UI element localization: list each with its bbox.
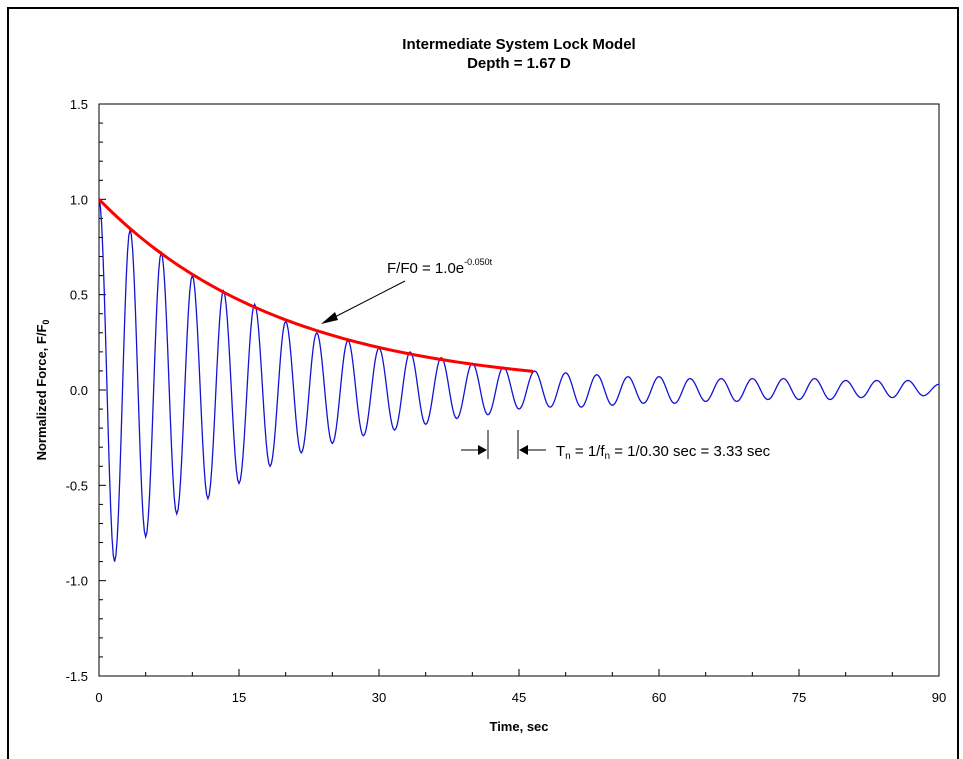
y-tick-label: 1.5 <box>70 97 88 112</box>
period-rest: = 1/0.30 sec = 3.33 sec <box>610 443 771 460</box>
x-axis-label: Time, sec <box>489 719 548 734</box>
x-tick-label: 60 <box>652 690 666 705</box>
chart-title: Intermediate System Lock Model <box>402 36 635 53</box>
envelope-equation-exponent: -0.050t <box>464 257 493 267</box>
x-tick-label: 75 <box>792 690 806 705</box>
x-tick-label: 0 <box>95 690 102 705</box>
period-arrow-right-head <box>519 445 528 455</box>
envelope-equation-base: F/F0 = 1.0e <box>387 260 464 277</box>
period-arrow-left-head <box>478 445 487 455</box>
envelope-arrow-shaft <box>326 280 406 322</box>
y-axis-label-subscript: 0 <box>41 320 51 325</box>
x-tick-label: 15 <box>232 690 246 705</box>
y-tick-label: -0.5 <box>66 478 88 493</box>
y-tick-label: 0.0 <box>70 383 88 398</box>
x-ticks: 0 15 30 45 60 75 90 <box>95 669 946 705</box>
y-tick-label: -1.5 <box>66 669 88 684</box>
series-envelope-line <box>97 198 534 373</box>
y-tick-label: 0.5 <box>70 288 88 303</box>
y-ticks: 1.5 1.0 0.5 0.0 -0.5 -1.0 -1.5 <box>66 97 106 684</box>
series-oscillation-line <box>98 199 940 562</box>
x-tick-label: 30 <box>372 690 386 705</box>
y-axis-label-main: Normalized Force, F/F <box>34 325 49 461</box>
period-T-subscript: n <box>565 451 571 462</box>
period-T: T <box>556 443 565 460</box>
period-equation: Tn = 1/fn = 1/0.30 sec = 3.33 sec <box>556 443 771 462</box>
y-tick-label: -1.0 <box>66 574 88 589</box>
envelope-arrow-head <box>321 312 338 324</box>
envelope-equation: F/F0 = 1.0e-0.050t <box>387 257 493 277</box>
plot-area <box>98 103 940 677</box>
chart-frame <box>7 7 959 759</box>
y-axis-label: Normalized Force, F/F0 <box>34 320 51 461</box>
chart-subtitle: Depth = 1.67 D <box>467 55 571 72</box>
x-tick-label: 45 <box>512 690 526 705</box>
y-tick-label: 1.0 <box>70 192 88 207</box>
period-mid: = 1/f <box>571 443 606 460</box>
period-f-subscript: n <box>605 451 611 462</box>
x-tick-label: 90 <box>932 690 946 705</box>
